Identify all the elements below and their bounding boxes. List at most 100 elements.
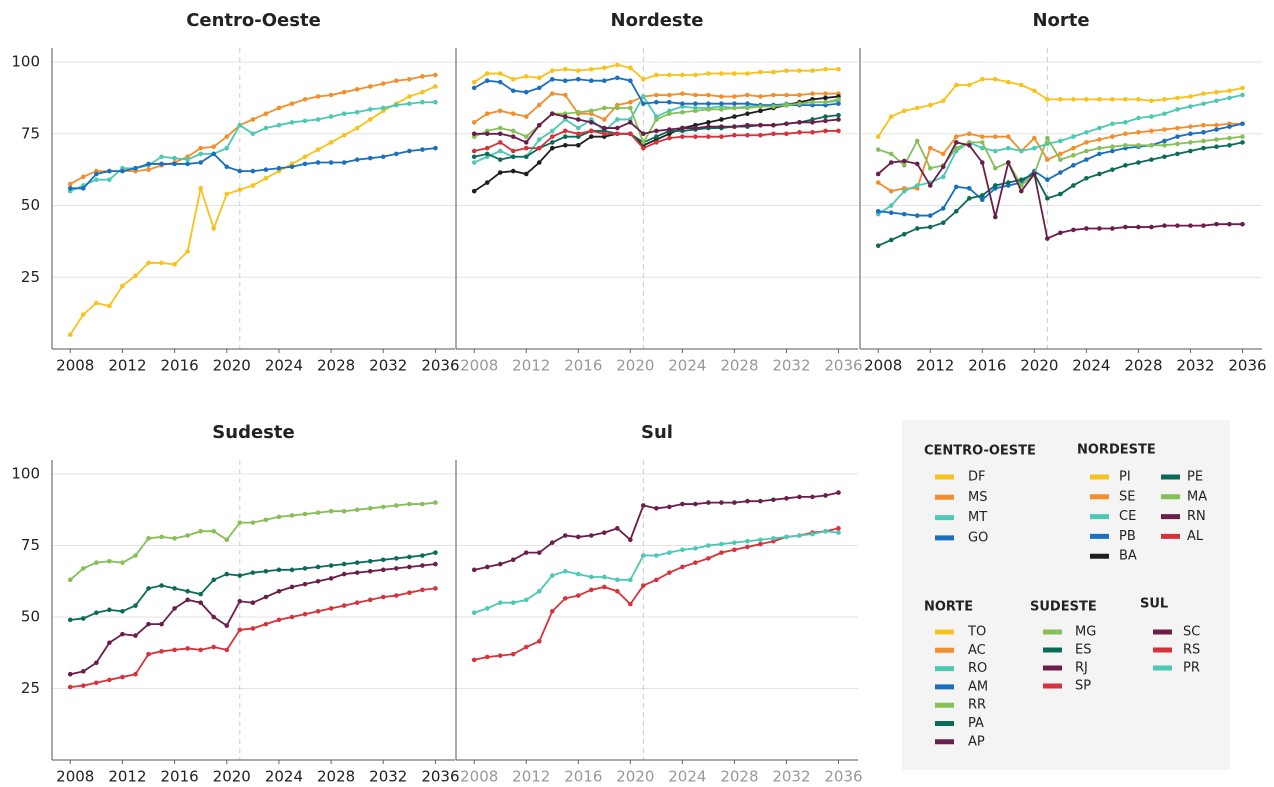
x-tick-label: 2024 [265,768,303,786]
data-point [276,165,282,171]
data-point [979,193,985,198]
data-point [693,92,698,98]
data-point [927,224,933,230]
data-point [836,112,841,118]
data-point [888,237,894,243]
data-point [1149,142,1154,148]
data-point [67,684,73,690]
data-point [549,573,555,578]
data-point [471,131,477,137]
data-point [510,88,516,94]
data-point [888,210,894,216]
data-point [810,120,815,125]
data-point [120,283,125,289]
data-point [745,122,750,128]
data-point [1019,177,1024,183]
data-point [979,76,985,82]
data-point [263,517,269,523]
data-point [589,134,594,139]
x-tick-label: 2016 [564,357,602,375]
data-point [1175,223,1180,228]
series-line [69,101,436,193]
x-tick-label: 2032 [369,357,407,375]
data-point [328,92,334,98]
legend-label: RS [1183,643,1200,658]
data-point [719,541,724,547]
data-point [1058,97,1063,102]
data-point [224,145,230,151]
x-tick-label: 2012 [916,357,954,375]
data-point [497,125,503,131]
data-point [276,514,282,520]
data-point [1201,138,1206,144]
data-point [433,561,438,567]
data-point [198,600,203,606]
data-point [354,560,360,565]
data-point [888,203,894,208]
data-point [394,566,399,571]
legend-heading: NORTE [924,600,973,615]
data-point [263,111,269,117]
data-point [133,553,138,558]
data-point [745,132,750,138]
data-point [146,260,151,266]
data-point [901,188,907,194]
data-point [875,134,881,139]
data-point [107,607,112,613]
data-point [380,154,386,160]
data-point [758,498,763,504]
x-tick-label: 2016 [968,357,1006,375]
data-point [1084,130,1089,135]
data-point [172,647,177,653]
data-point [979,134,985,139]
data-point [993,214,998,220]
data-point [94,300,99,306]
data-point [549,140,555,145]
data-point [523,114,529,119]
data-point [471,85,477,91]
data-point [797,101,802,106]
data-point [993,76,998,82]
data-point [354,125,360,131]
data-point [289,584,295,590]
data-point [159,649,164,654]
data-point [407,148,412,154]
data-point [394,593,399,598]
data-point [341,508,347,514]
data-point [237,598,243,604]
data-point [1058,191,1063,197]
data-point [407,590,412,595]
data-point [523,145,529,151]
data-point [367,84,373,89]
data-point [407,554,412,560]
data-point [172,586,177,591]
data-point [693,125,698,131]
data-point [927,213,933,218]
legend-label: MT [968,510,987,525]
data-point [641,131,646,137]
data-point [562,78,568,84]
data-point [1188,223,1193,228]
data-point [1123,163,1128,168]
data-point [484,654,490,660]
data-point [784,496,789,501]
data-point [901,211,907,217]
data-point [1019,188,1024,194]
data-point [276,105,282,111]
data-point [354,507,360,513]
data-point [823,95,828,101]
chart-title: Sul [641,422,673,443]
data-point [536,145,542,151]
x-tick-label: 2020 [213,357,251,375]
data-point [315,94,321,99]
data-point [1201,145,1206,151]
data-point [628,131,633,137]
data-point [81,312,86,317]
y-tick-label: 100 [11,465,40,483]
x-tick-label: 2020 [616,357,654,375]
data-point [394,78,399,84]
data-point [732,132,737,138]
data-point [693,108,698,114]
data-point [497,653,503,658]
data-point [615,62,620,68]
